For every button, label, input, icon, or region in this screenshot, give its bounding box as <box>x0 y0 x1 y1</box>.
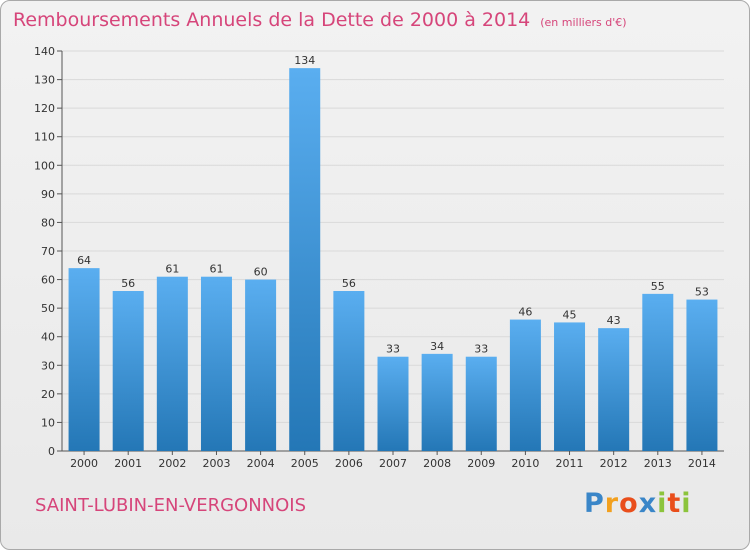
bar <box>642 293 674 451</box>
data-label: 55 <box>651 280 665 293</box>
logo-letter: x <box>638 488 658 519</box>
y-tick-label: 0 <box>48 445 55 458</box>
bar <box>112 291 144 451</box>
data-label: 56 <box>342 277 356 290</box>
data-label: 56 <box>121 277 135 290</box>
y-tick-label: 110 <box>34 131 55 144</box>
bar <box>598 328 630 451</box>
bar <box>289 68 321 452</box>
bar <box>333 291 365 451</box>
chart-title: Remboursements Annuels de la Dette de 20… <box>13 9 627 31</box>
x-tick-label: 2012 <box>600 457 628 470</box>
bar <box>200 276 232 451</box>
place-name: SAINT-LUBIN-EN-VERGONNOIS <box>35 495 307 516</box>
x-tick-label: 2002 <box>158 457 186 470</box>
bar <box>554 322 586 451</box>
y-tick-label: 100 <box>34 159 55 172</box>
y-tick-label: 140 <box>34 45 55 58</box>
data-label: 34 <box>430 340 444 353</box>
bar <box>156 276 188 451</box>
x-tick-label: 2007 <box>379 457 407 470</box>
y-tick-label: 40 <box>41 331 55 344</box>
x-tick-label: 2011 <box>556 457 584 470</box>
x-tick-label: 2004 <box>247 457 275 470</box>
y-tick-label: 20 <box>41 388 55 401</box>
logo-letter: P <box>584 488 605 519</box>
x-tick-label: 2005 <box>291 457 319 470</box>
proxiti-logo: Proxiti <box>584 488 692 519</box>
bar <box>465 356 497 451</box>
bar <box>421 353 453 451</box>
logo-letter: i <box>681 488 692 519</box>
logo-letter: t <box>667 488 682 519</box>
title-text: Remboursements Annuels de la Dette de 20… <box>13 9 531 31</box>
y-tick-label: 90 <box>41 188 55 201</box>
logo-letter: i <box>657 488 668 519</box>
data-label: 61 <box>209 263 223 276</box>
bar <box>377 356 409 451</box>
y-tick-label: 120 <box>34 102 55 115</box>
x-tick-label: 2000 <box>70 457 98 470</box>
y-tick-label: 130 <box>34 74 55 87</box>
y-tick-label: 60 <box>41 274 55 287</box>
y-tick-label: 10 <box>41 416 55 429</box>
unit-note: (en milliers d'€) <box>540 16 627 29</box>
x-tick-label: 2013 <box>644 457 672 470</box>
x-tick-label: 2014 <box>688 457 716 470</box>
logo-letter: r <box>604 488 620 519</box>
bar <box>509 319 541 451</box>
data-label: 43 <box>607 314 621 327</box>
y-tick-label: 50 <box>41 302 55 315</box>
data-label: 134 <box>294 54 315 67</box>
data-label: 45 <box>563 308 577 321</box>
data-label: 46 <box>518 306 532 319</box>
data-label: 33 <box>474 343 488 356</box>
x-tick-label: 2006 <box>335 457 363 470</box>
data-label: 61 <box>165 263 179 276</box>
data-label: 60 <box>254 266 268 279</box>
x-tick-label: 2010 <box>511 457 539 470</box>
bar <box>686 299 718 451</box>
bar <box>68 268 100 451</box>
y-tick-label: 30 <box>41 359 55 372</box>
x-tick-label: 2003 <box>202 457 230 470</box>
y-tick-label: 70 <box>41 245 55 258</box>
data-label: 64 <box>77 254 91 267</box>
x-tick-label: 2009 <box>467 457 495 470</box>
data-label: 33 <box>386 343 400 356</box>
logo-letter: o <box>619 488 639 519</box>
data-label: 53 <box>695 286 709 299</box>
bar <box>245 279 277 451</box>
y-tick-label: 80 <box>41 216 55 229</box>
x-tick-label: 2001 <box>114 457 142 470</box>
x-tick-label: 2008 <box>423 457 451 470</box>
